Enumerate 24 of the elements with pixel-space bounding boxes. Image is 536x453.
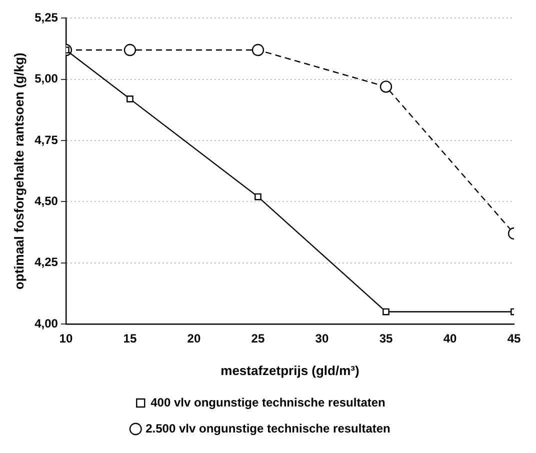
y-tick-label: 5,00	[34, 72, 58, 86]
y-tick-label: 4,75	[34, 132, 58, 147]
y-tick-label: 5,25	[34, 10, 58, 25]
legend-label: 400 vlv ongunstige technische resultaten	[150, 395, 386, 410]
point	[254, 193, 262, 200]
x-axis-title: mestafzetprijs (gld/m³)	[220, 362, 360, 378]
x-tick-label: 35	[379, 332, 393, 346]
point	[380, 80, 392, 93]
x-tick-label: 30	[315, 332, 329, 346]
y-axis-title: optimaal fosforgehalte rantsoen (g/kg)	[11, 52, 26, 290]
x-tick-label: 40	[443, 332, 457, 346]
point	[382, 308, 390, 316]
x-tick-label: 10	[59, 332, 73, 346]
y-tick-label: 4,00	[34, 316, 58, 330]
point	[252, 44, 264, 56]
point	[126, 96, 134, 102]
legend-label: 2.500 vlv ongunstige technische resultaten	[146, 421, 390, 436]
y-tick-label: 4,25	[34, 255, 58, 270]
y-tick-label: 4,50	[34, 194, 58, 208]
x-tick-label: 25	[251, 332, 265, 346]
point	[124, 44, 136, 56]
x-tick-label: 45	[507, 332, 521, 346]
x-tick-label: 15	[123, 332, 137, 346]
x-tick-label: 20	[187, 332, 201, 346]
